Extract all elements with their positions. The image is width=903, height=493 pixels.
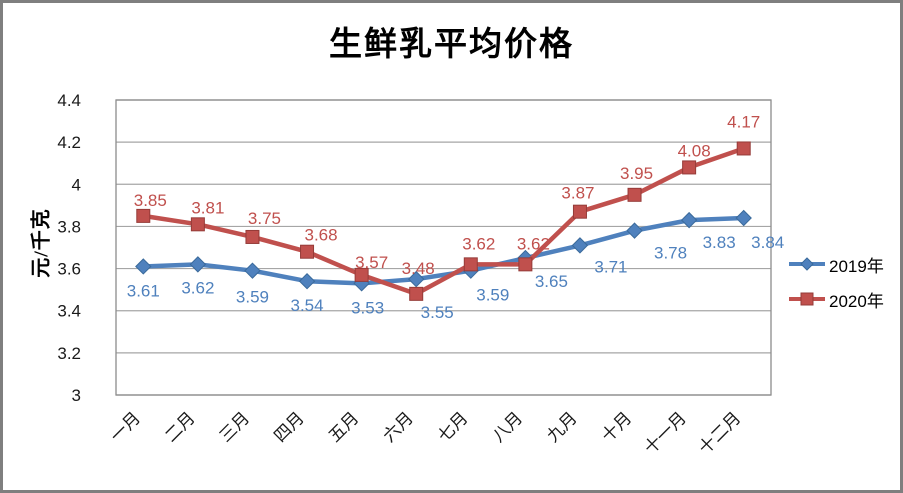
data-label-0-4: 3.53 [351,298,384,317]
x-category-label: 五月 [325,408,362,445]
data-point-1-4 [354,267,369,282]
data-point-0-1 [189,256,207,273]
data-point-1-3 [300,244,315,259]
data-point-1-10 [682,160,697,175]
y-tick-label: 4.2 [57,133,81,152]
data-label-1-7: 3.62 [517,234,550,253]
data-label-1-2: 3.75 [248,209,281,228]
x-category-label: 十月 [598,408,635,445]
legend-item-2019: 2019年 [788,250,884,278]
data-label-1-4: 3.57 [355,253,388,272]
data-point-0-0 [135,258,152,275]
diamond-marker-icon [800,257,814,271]
data-point-1-8 [572,204,587,219]
data-point-0-5 [408,270,425,288]
data-point-0-2 [244,262,261,279]
x-category-label: 十一月 [640,408,689,457]
data-label-0-9: 3.78 [654,244,687,263]
data-label-0-2: 3.59 [236,288,269,307]
data-point-0-9 [626,222,643,239]
legend-2019-line-diamond-icon [789,257,825,271]
data-point-1-0 [136,208,151,223]
data-label-1-1: 3.81 [191,198,224,217]
data-label-1-0: 3.85 [134,191,167,210]
legend-label-2020: 2020年 [829,291,884,311]
data-point-1-7 [518,257,533,272]
legend-label-2019: 2019年 [829,256,884,276]
legend: 2019年 2020年 [788,250,884,313]
legend-2020-line-square-icon [789,292,825,306]
y-tick-label: 3 [72,386,81,405]
x-category-label: 二月 [161,408,198,445]
data-label-0-8: 3.71 [594,257,627,276]
data-point-1-5 [409,286,424,301]
y-tick-label: 4.4 [57,91,81,110]
data-label-0-10: 3.83 [703,233,736,252]
y-tick-label: 3.4 [57,302,81,321]
data-label-0-6: 3.59 [476,286,509,305]
chart-title: 生鲜乳平均价格 [329,27,574,63]
plot-border [115,99,772,396]
data-label-1-10: 4.08 [678,141,711,160]
y-tick-label: 3.6 [57,260,81,279]
data-point-1-6 [463,257,478,272]
data-point-0-11 [735,209,752,227]
x-category-label: 一月 [107,408,144,445]
data-label-1-9: 3.95 [620,164,653,183]
y-tick-label: 4 [72,175,81,194]
data-label-0-11: 3.84 [751,233,784,252]
x-category-label: 十二月 [695,408,744,457]
square-marker-icon [800,292,814,306]
data-label-1-3: 3.68 [304,226,337,245]
data-point-0-3 [298,273,316,290]
data-label-1-5: 3.48 [402,259,435,278]
x-category-label: 六月 [380,408,417,445]
x-category-label: 四月 [270,408,307,445]
series-line-1 [141,146,746,297]
data-label-1-8: 3.87 [561,184,594,203]
plot-area: 33.23.43.63.844.24.4一月 二月 三月 四月 五月 六月 七月 八月 九月 十月… [57,91,784,458]
data-label-0-7: 3.65 [535,272,568,291]
x-category-label: 八月 [489,408,526,445]
data-label-1-11: 4.17 [727,112,760,131]
data-point-1-2 [245,229,260,244]
data-point-1-9 [627,187,642,202]
series-line-0 [141,215,746,286]
y-tick-label: 3.8 [57,217,81,236]
x-category-label: 三月 [216,408,253,445]
data-label-0-1: 3.62 [181,278,214,297]
data-point-0-10 [680,211,698,229]
data-point-0-8 [571,237,589,254]
data-point-1-11 [736,141,751,156]
x-category-label: 七月 [434,408,471,445]
data-label-0-3: 3.54 [290,296,323,315]
x-category-label: 九月 [543,408,580,445]
y-tick-label: 3.2 [57,344,81,363]
data-point-1-1 [190,217,205,232]
data-label-0-5: 3.55 [421,303,454,322]
data-label-1-6: 3.62 [462,234,495,253]
legend-item-2020: 2020年 [788,285,884,313]
data-label-0-0: 3.61 [127,281,160,300]
